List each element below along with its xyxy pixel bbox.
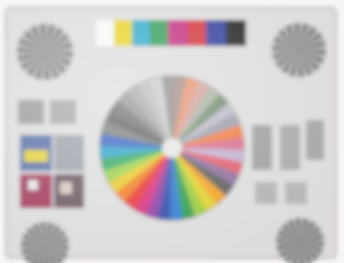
scene xyxy=(6,8,336,263)
glare xyxy=(6,8,336,258)
test-chart-photo xyxy=(0,0,344,263)
page: {} xyxy=(0,0,344,263)
